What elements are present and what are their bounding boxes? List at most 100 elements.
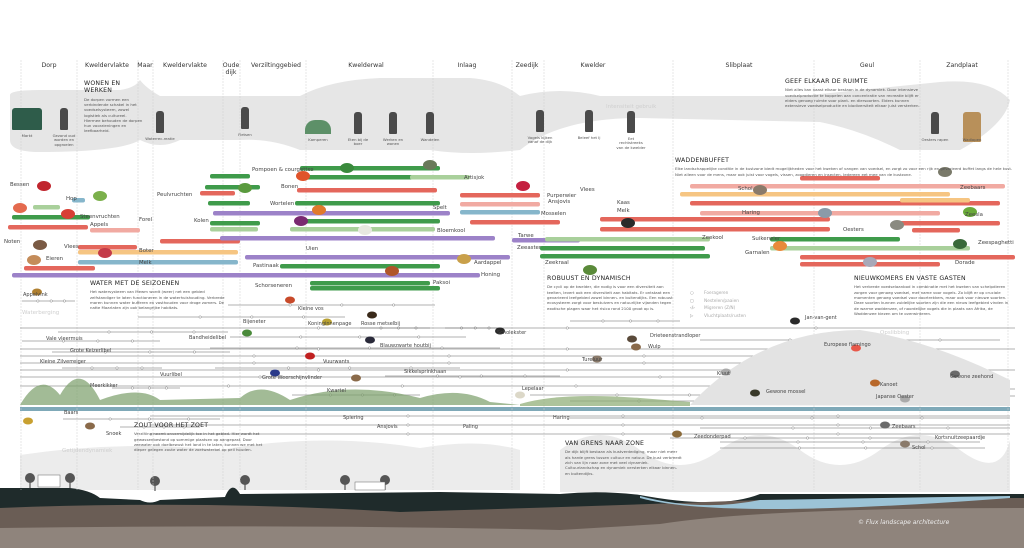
food-label: Bonen — [281, 184, 299, 190]
food-season-bar — [280, 264, 440, 269]
activity-label: Eet rechtstreeks van de kwelder — [616, 136, 646, 150]
animal-icon — [270, 369, 280, 377]
wildlife-label: Vale vleermuis — [46, 336, 83, 342]
timeline-foraging-marker — [930, 446, 934, 450]
food-label: Boter — [139, 248, 154, 254]
food-season-bar — [410, 175, 470, 180]
food-product-icon — [818, 208, 832, 218]
faint-label-silt: Opslibbing — [880, 330, 910, 336]
wildlife-label: Kwartel — [327, 388, 346, 394]
timeline-foraging-marker — [317, 368, 320, 372]
food-product-icon — [312, 205, 326, 215]
animal-icon — [592, 355, 602, 363]
wildlife-label: Sikkelsprinkhaan — [404, 369, 447, 375]
timeline-foraging-marker — [409, 366, 413, 370]
timeline-foraging-marker — [62, 339, 65, 343]
food-product-icon — [294, 216, 308, 226]
food-season-bar — [770, 246, 970, 251]
timeline-foraging-marker — [868, 436, 872, 440]
activity-figure-icon — [389, 112, 397, 134]
food-season-bar — [210, 221, 260, 226]
text-block-body: De dijk blijft bestaan als kustverdedigi… — [565, 449, 682, 476]
food-label: Vlees — [580, 187, 595, 193]
food-label: Wortelen — [270, 201, 295, 207]
animal-icon — [515, 391, 525, 399]
timeline-foraging-marker — [946, 426, 950, 430]
activity-figure-icon — [963, 112, 981, 142]
food-product-icon — [238, 183, 252, 193]
zone-label: Slibplaat — [725, 62, 753, 69]
animal-icon — [23, 417, 33, 425]
wildlife-label: Vuurwants — [323, 359, 350, 365]
activity-figure-icon — [627, 111, 635, 133]
timeline-foraging-marker — [140, 366, 144, 370]
food-label: Eieren — [46, 256, 64, 262]
timeline-foraging-marker — [49, 299, 53, 303]
wildlife-label: Gewone zeehond — [950, 374, 994, 380]
activity-figure-icon — [536, 110, 544, 132]
food-label: Mosselen — [541, 211, 567, 217]
activity-figure-icon — [156, 111, 164, 133]
food-label: Kolen — [194, 218, 209, 224]
animal-icon — [351, 374, 361, 382]
text-block: ROBUUST EN DYNAMISCH De cycli op de kweld… — [547, 275, 679, 311]
activity-figure-icon — [354, 112, 362, 134]
wildlife-label: Bandheidelibel — [189, 335, 227, 341]
wildlife-label: Tureluur — [582, 357, 603, 363]
food-label: Peulvruchten — [157, 192, 193, 198]
text-block: NIEUWKOMERS EN VASTE GASTEN Het verbrede … — [854, 275, 1014, 316]
animal-icon — [851, 344, 861, 352]
wildlife-label: Lepelaar — [522, 386, 544, 392]
saltmarsh-vegetation — [520, 396, 690, 406]
food-label: Garnalen — [745, 250, 770, 256]
food-label: Dorade — [955, 260, 975, 266]
wildlife-label: Koninginnenpage — [308, 321, 352, 327]
timeline-foraging-marker — [615, 393, 619, 397]
timeline-foraging-marker — [629, 319, 632, 323]
wildlife-legend: ○ Foerageren ◻ Nestelen/paaien ‹/› Migreren… — [690, 290, 746, 320]
food-season-bar — [210, 227, 258, 232]
wildlife-label: Jan-van-gent — [805, 315, 837, 321]
zone-label: Kweldervlakte — [85, 62, 129, 69]
animal-icon — [672, 430, 682, 438]
animal-icon — [367, 311, 377, 319]
timeline-foraging-marker — [743, 436, 747, 440]
food-product-icon — [93, 191, 107, 201]
timeline-foraging-marker — [869, 426, 872, 430]
animal-icon — [285, 296, 295, 304]
timeline-foraging-marker — [63, 299, 66, 303]
activity-label: Oesters rapen — [921, 137, 949, 142]
food-label: Tarwe — [518, 233, 534, 239]
food-product-icon — [340, 163, 354, 173]
food-season-bar — [460, 193, 540, 198]
activity-figure-icon — [241, 107, 249, 129]
timeline-foraging-marker — [198, 315, 202, 319]
text-block: WADDENBUFFET Elke landschappelijke condit… — [675, 157, 1015, 177]
food-label: Appels — [90, 222, 109, 228]
timeline-foraging-marker — [836, 432, 840, 436]
timeline-foraging-marker — [447, 354, 451, 358]
food-product-icon — [753, 185, 767, 195]
timeline-foraging-marker — [348, 366, 352, 370]
timeline-foraging-marker — [182, 425, 186, 429]
timeline-foraging-marker — [317, 326, 320, 330]
food-season-bar — [470, 220, 560, 225]
timeline-foraging-marker — [104, 350, 107, 354]
wildlife-label: Rosse metselbij — [361, 321, 401, 327]
food-product-icon — [457, 254, 471, 264]
timeline-foraging-marker — [302, 315, 305, 319]
wildlife-label: Snoek — [106, 431, 122, 437]
timeline-foraging-marker — [288, 303, 292, 307]
food-label: Pompoen & courgettes — [252, 167, 314, 173]
timeline-foraging-marker — [621, 423, 625, 427]
wildlife-label: Kleine Zilverreiger — [40, 359, 86, 365]
food-season-bar — [460, 210, 540, 215]
food-season-bar — [460, 202, 540, 207]
text-block-body: Verzilting neemt onvermijdelijk toe in h… — [134, 431, 263, 453]
food-season-bar — [900, 221, 1000, 226]
activity-label: Gezond oud worden en opgroeien — [52, 133, 76, 147]
food-product-icon — [37, 181, 51, 191]
food-label: Oesters — [843, 227, 864, 233]
food-product-icon — [953, 239, 967, 249]
timeline-foraging-marker — [358, 335, 362, 339]
